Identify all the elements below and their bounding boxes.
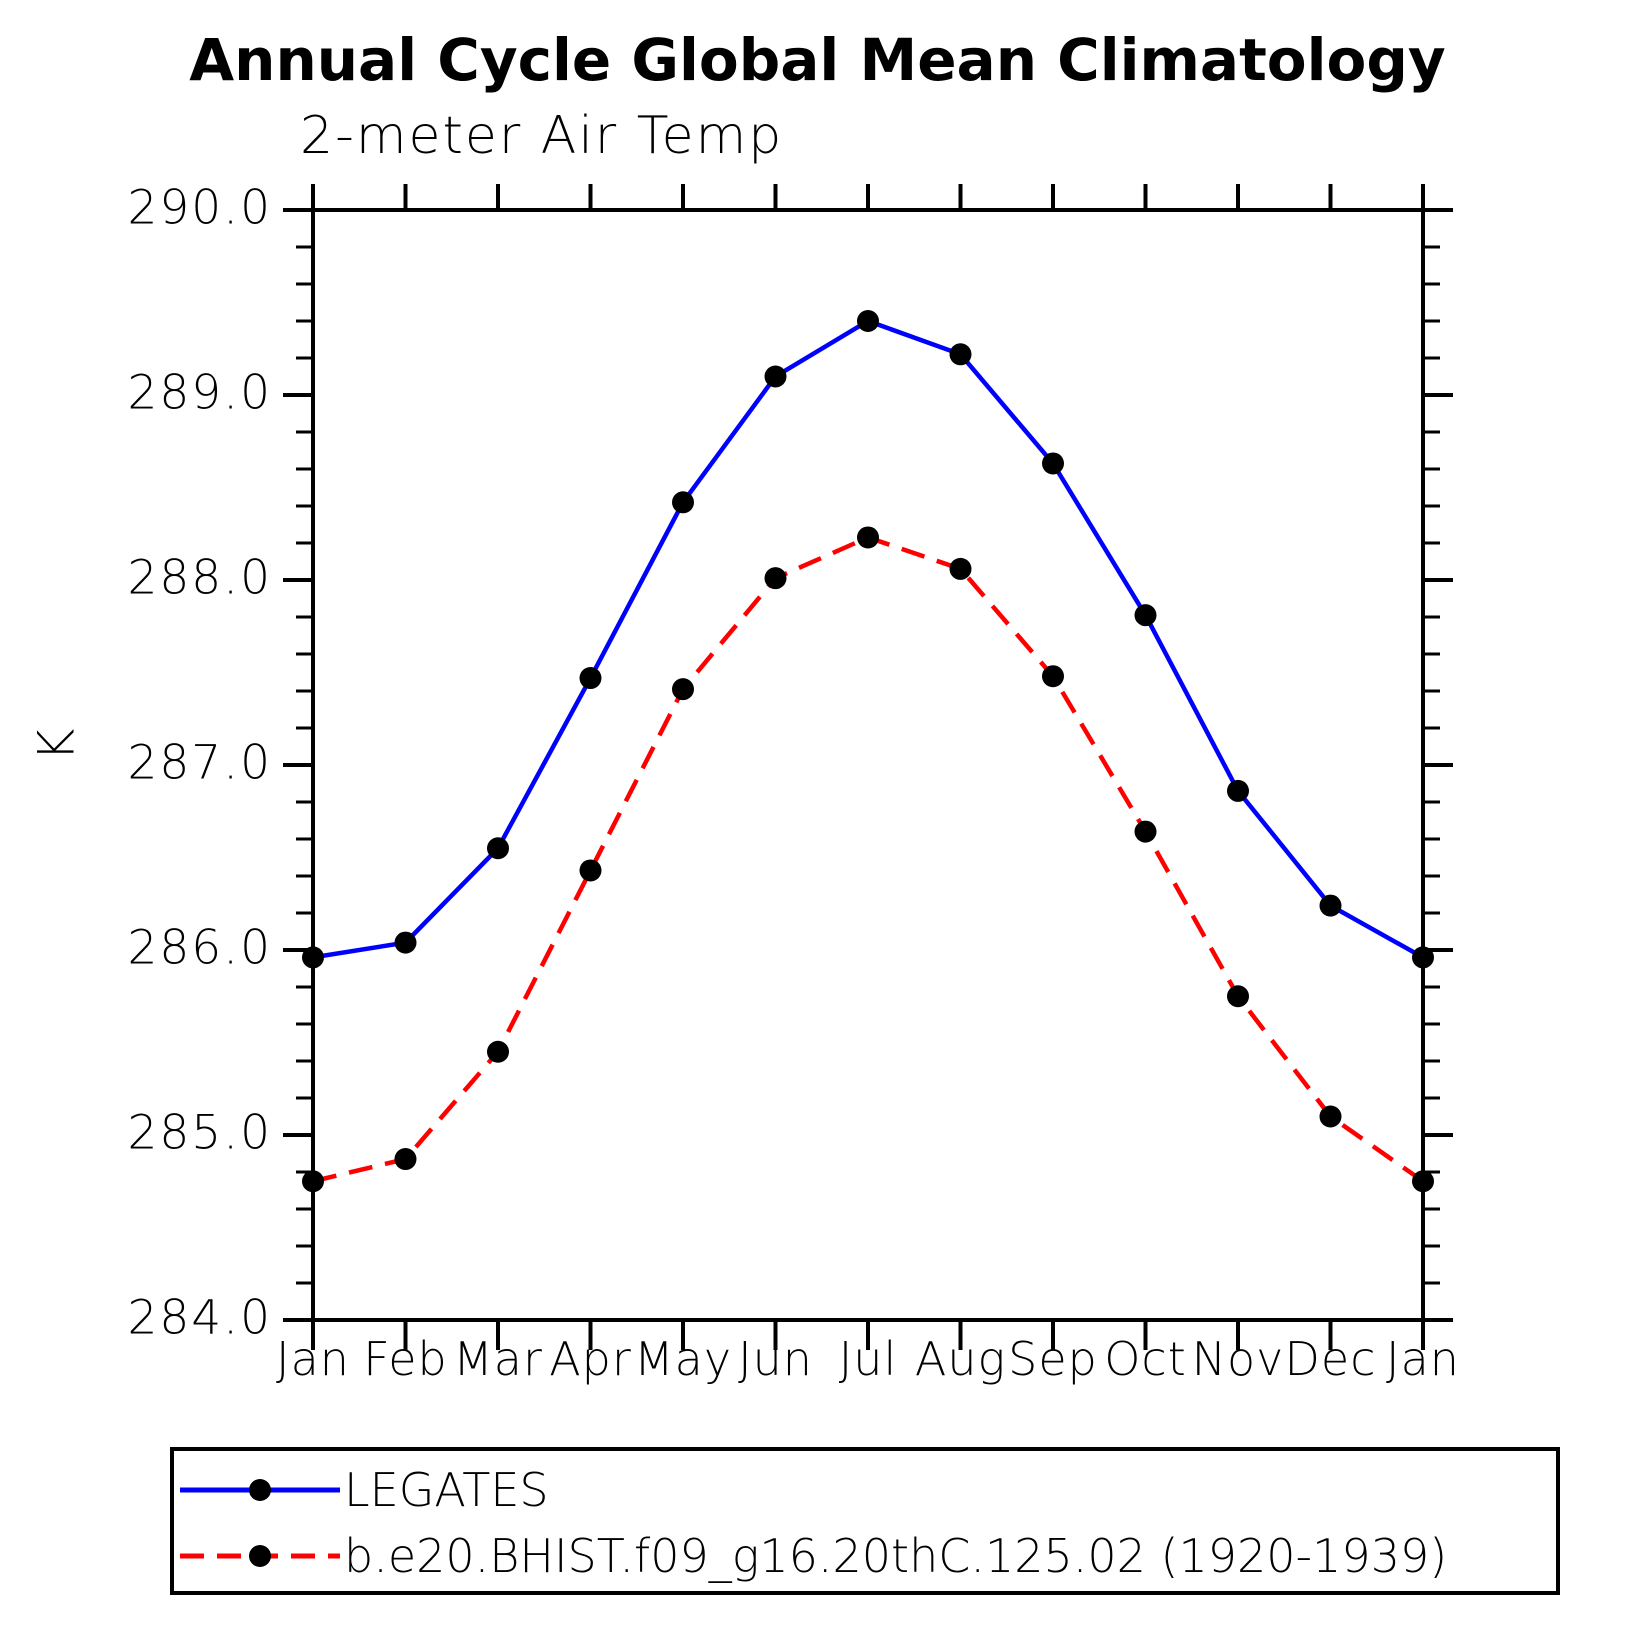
x-tick-label: Feb	[363, 1332, 448, 1386]
y-axis-tick-labels: 290.0 289.0 288.0 287.0 286.0 285.0 284.0	[0, 0, 272, 1635]
x-tick-label: Aug	[914, 1332, 1007, 1386]
y-tick-label: 287.0	[127, 735, 272, 791]
y-tick-label: 290.0	[127, 180, 272, 236]
x-tick-label: Jul	[838, 1332, 898, 1386]
legend-row-model: b.e20.BHIST.f09_g16.20thC.125.02 (1920-1…	[178, 1529, 1447, 1583]
x-tick-label: Jun	[738, 1332, 813, 1386]
x-tick-label: Mar	[453, 1332, 543, 1386]
y-tick-label: 286.0	[127, 920, 272, 976]
y-tick-label: 288.0	[127, 550, 272, 606]
legend-line-dashed-icon	[180, 1545, 340, 1567]
x-tick-label: Dec	[1284, 1332, 1377, 1386]
legend-label-legates: LEGATES	[344, 1463, 549, 1517]
y-tick-label: 285.0	[127, 1105, 272, 1161]
x-tick-label: Oct	[1104, 1332, 1187, 1386]
chart-subtitle: 2-meter Air Temp	[300, 106, 784, 166]
x-tick-label: Sep	[1008, 1332, 1098, 1386]
y-tick-label: 289.0	[127, 365, 272, 421]
legend-line-solid-icon	[180, 1479, 340, 1501]
x-tick-label: Jan	[276, 1332, 350, 1386]
chart-title: Annual Cycle Global Mean Climatology	[189, 26, 1446, 94]
x-tick-label: Apr	[549, 1332, 632, 1386]
x-tick-label: Nov	[1191, 1332, 1285, 1386]
x-tick-label: May	[633, 1332, 733, 1386]
x-tick-label: Jan	[1386, 1332, 1460, 1386]
y-tick-label: 284.0	[127, 1290, 272, 1346]
legend-box: LEGATES b.e20.BHIST.f09_g16.20thC.125.02…	[170, 1447, 1560, 1595]
legend-row-legates: LEGATES	[178, 1463, 549, 1517]
legend-label-model: b.e20.BHIST.f09_g16.20thC.125.02 (1920-1…	[344, 1529, 1448, 1583]
